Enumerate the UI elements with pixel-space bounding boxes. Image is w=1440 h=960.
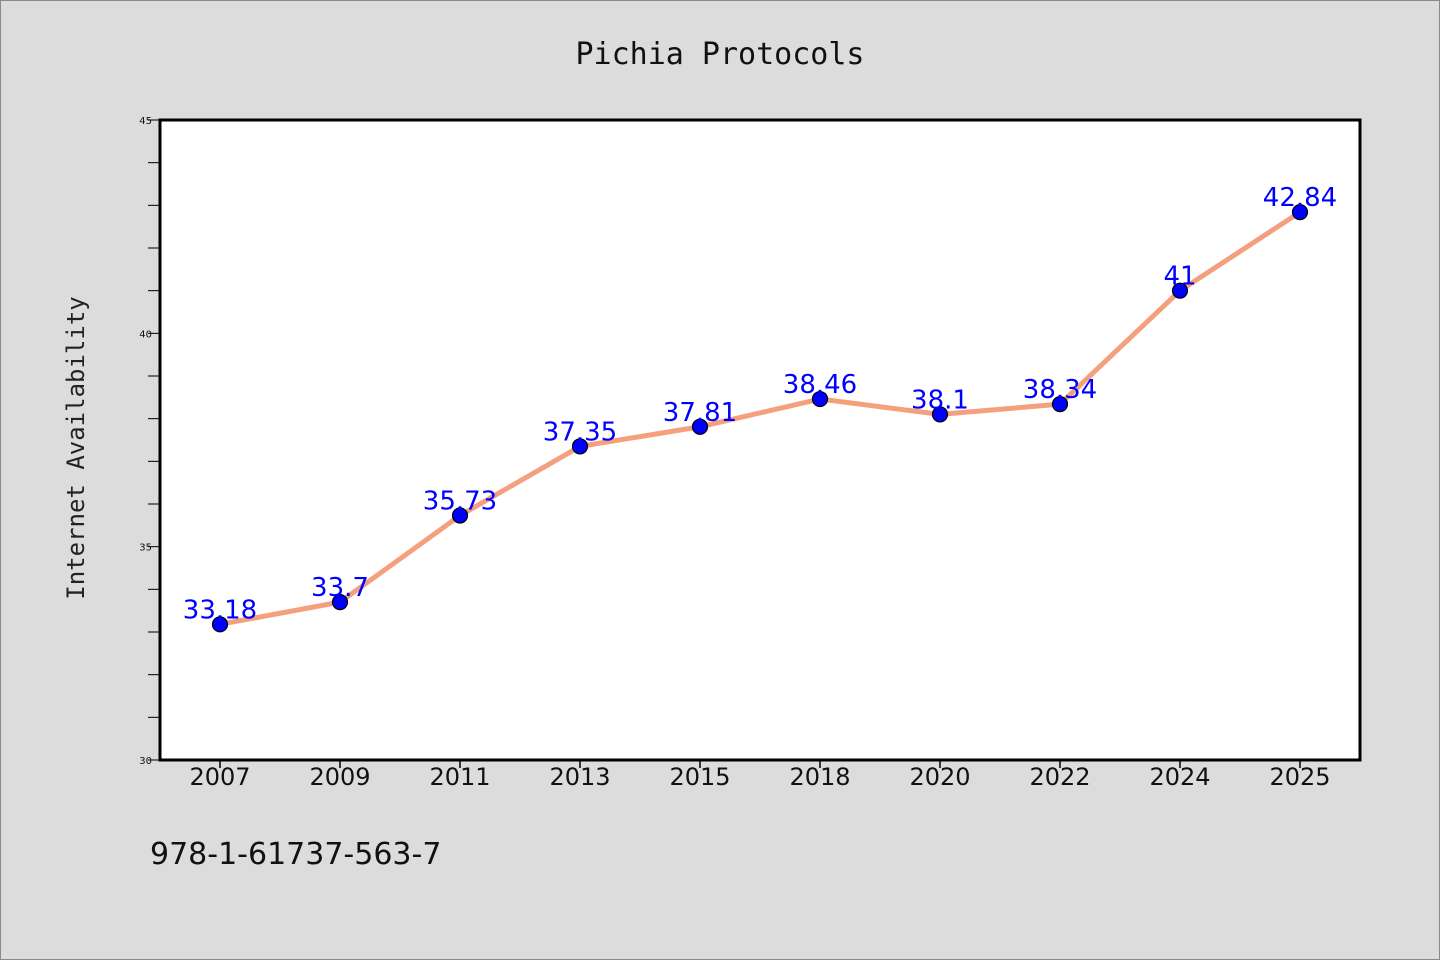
- x-tick-label: 2007: [189, 763, 250, 791]
- x-tick-label: 2013: [549, 763, 610, 791]
- data-point: [931, 406, 949, 423]
- x-tick-label: 2020: [909, 763, 970, 791]
- y-tick-label: 35: [139, 543, 152, 554]
- data-point: [1291, 204, 1309, 221]
- data-point: [211, 616, 229, 633]
- y-tick-label: 30: [139, 756, 152, 767]
- data-point: [1171, 282, 1189, 299]
- data-point: [331, 594, 349, 611]
- x-tick-label: 2015: [669, 763, 730, 791]
- data-point: [1051, 396, 1069, 413]
- data-label: 35.73: [423, 487, 497, 517]
- y-minor-ticks: [148, 119, 160, 761]
- y-axis-ticks: 30 35 40 45: [139, 116, 152, 767]
- data-label: 38.46: [783, 370, 857, 400]
- y-axis-label: Internet Availability: [62, 296, 90, 599]
- data-points: [211, 204, 1309, 633]
- data-label: 37.81: [663, 398, 737, 428]
- x-tick-label: 2009: [309, 763, 370, 791]
- series-line: [217, 209, 1303, 627]
- plot-area: [158, 118, 1362, 762]
- data-label: 33.7: [311, 573, 369, 603]
- data-point: [451, 507, 469, 524]
- data-point: [571, 438, 589, 455]
- footer-isbn: 978-1-61737-563-7: [150, 837, 441, 872]
- x-axis-ticks: 2007 2009 2011 2013 2015 2018 2020 2022 2024 2025: [189, 760, 1331, 791]
- x-tick-label: 2024: [1149, 763, 1210, 791]
- x-tick-label: 2022: [1029, 763, 1090, 791]
- data-point: [691, 418, 709, 435]
- y-tick-label: 45: [139, 116, 152, 127]
- x-tick-label: 2018: [789, 763, 850, 791]
- data-labels: 33.18 33.7 35.73 37.35 37.81 38.46 38.1 38.34 41…: [183, 183, 1337, 625]
- data-label: 37.35: [543, 417, 617, 447]
- data-label: 38.34: [1023, 375, 1097, 405]
- y-tick-label: 40: [139, 329, 152, 340]
- data-label: 38.1: [911, 385, 969, 415]
- data-label: 33.18: [183, 595, 257, 625]
- x-tick-label: 2025: [1269, 763, 1330, 791]
- data-point: [811, 390, 829, 408]
- chart-title: Pichia Protocols: [576, 37, 865, 72]
- x-tick-label: 2011: [429, 763, 490, 791]
- data-label: 41: [1163, 262, 1196, 292]
- data-label: 42.84: [1263, 183, 1337, 213]
